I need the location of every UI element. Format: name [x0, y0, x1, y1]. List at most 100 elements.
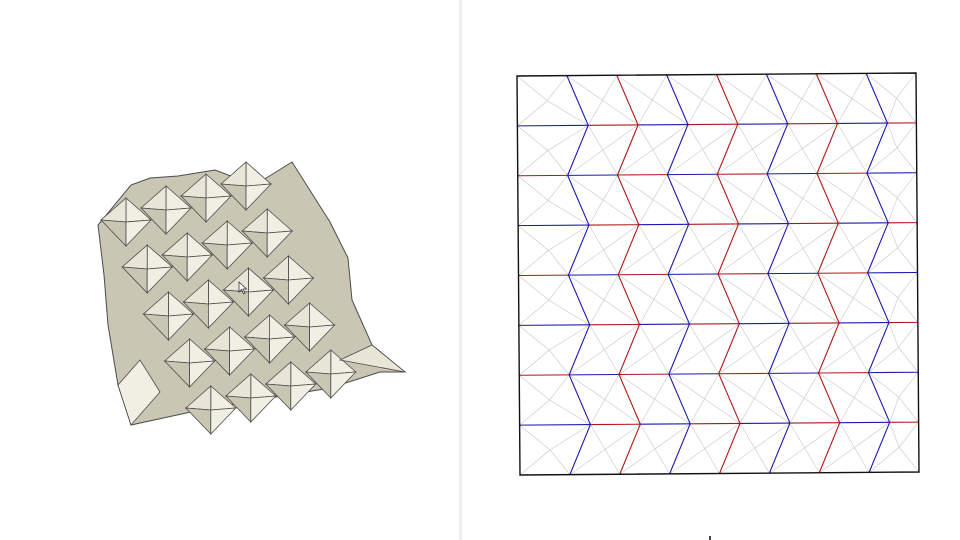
- guide-crease: [816, 147, 868, 174]
- guide-crease: [737, 123, 788, 150]
- guide-crease: [517, 200, 590, 226]
- folded-cell: [219, 161, 273, 211]
- zigzag-creases: [566, 73, 891, 475]
- guide-crease: [766, 73, 817, 100]
- zigzag-crease: [768, 373, 791, 424]
- zigzag-crease: [866, 122, 888, 174]
- guide-crease: [788, 198, 839, 224]
- cell-face-light: [205, 195, 233, 223]
- cell-face-light: [266, 230, 294, 258]
- guide-crease: [519, 399, 591, 426]
- guide-crease: [668, 348, 720, 375]
- zigzag-crease: [768, 422, 791, 474]
- zigzag-crease: [668, 323, 690, 375]
- guide-crease: [888, 322, 919, 349]
- guide-crease: [667, 248, 719, 275]
- guide-crease: [887, 222, 918, 249]
- guide-crease: [588, 199, 639, 226]
- guide-crease: [637, 124, 689, 151]
- zigzag-crease: [666, 174, 690, 225]
- zigzag-crease: [815, 73, 839, 124]
- zigzag-crease: [568, 374, 591, 425]
- guide-crease: [640, 423, 691, 450]
- guide-crease: [865, 72, 917, 99]
- zigzag-crease: [666, 74, 689, 125]
- folded-cell: [99, 197, 153, 247]
- guide-crease: [737, 98, 788, 125]
- guide-crease: [739, 323, 790, 349]
- guide-crease: [818, 372, 869, 399]
- guide-crease: [767, 247, 819, 274]
- guide-crease: [867, 272, 918, 299]
- zigzag-crease: [766, 123, 789, 175]
- guide-crease: [590, 423, 641, 450]
- guide-crease: [518, 299, 590, 326]
- cell-face-light: [207, 301, 235, 329]
- folded-cell: [304, 349, 357, 399]
- pane-divider[interactable]: [459, 0, 462, 540]
- guide-crease: [587, 124, 639, 151]
- guide-crease: [669, 448, 720, 475]
- guide-crease: [739, 397, 791, 424]
- zigzag-crease: [568, 324, 591, 376]
- guide-crease: [618, 274, 669, 300]
- zigzag-crease: [569, 424, 591, 475]
- zigzag-crease: [567, 125, 589, 176]
- folded-cell: [224, 373, 277, 423]
- folded-cell: [163, 338, 216, 388]
- guide-crease: [517, 150, 568, 176]
- zigzag-crease: [817, 223, 839, 274]
- zigzag-crease: [567, 175, 590, 226]
- zigzag-crease: [867, 272, 890, 323]
- zigzag-crease: [618, 324, 641, 375]
- zigzag-crease: [669, 423, 691, 475]
- guide-crease: [887, 122, 917, 149]
- cell-face-light: [269, 336, 296, 364]
- guide-crease: [667, 148, 718, 175]
- guide-crease: [839, 397, 890, 423]
- cell-face-light: [247, 289, 275, 317]
- guide-crease: [637, 99, 689, 126]
- zigzag-crease: [667, 274, 690, 325]
- guide-crease: [787, 98, 838, 124]
- zigzag-crease: [865, 73, 888, 124]
- guide-creases: [516, 72, 920, 476]
- cell-face-light: [250, 395, 277, 423]
- folded-cell: [179, 173, 233, 223]
- guide-crease: [889, 421, 919, 448]
- guide-crease: [517, 224, 590, 251]
- guide-crease: [868, 347, 919, 373]
- guide-crease: [517, 125, 589, 151]
- zigzag-crease: [816, 123, 839, 174]
- guide-crease: [887, 197, 918, 223]
- guide-crease: [589, 299, 640, 325]
- zigzag-crease: [817, 372, 841, 423]
- zigzag-crease: [816, 173, 839, 224]
- guide-crease: [519, 424, 591, 451]
- guide-crease: [788, 322, 840, 349]
- crease-pattern-view[interactable]: [462, 0, 960, 540]
- guide-crease: [568, 349, 620, 376]
- cell-face-light: [229, 348, 256, 376]
- guide-crease: [768, 372, 819, 399]
- guide-crease: [687, 123, 738, 150]
- guide-crease: [868, 372, 919, 398]
- folded-cell: [203, 326, 256, 376]
- guide-crease: [817, 247, 868, 274]
- cell-face-light: [165, 207, 193, 235]
- guide-crease: [587, 99, 639, 126]
- guide-crease: [789, 397, 840, 424]
- guide-crease: [787, 123, 838, 150]
- guide-crease: [768, 347, 819, 374]
- zigzag-crease: [867, 322, 890, 373]
- guide-crease: [589, 324, 640, 351]
- folded-cell: [142, 291, 195, 341]
- cell-face-light: [287, 277, 315, 305]
- zigzag-crease: [617, 224, 640, 275]
- zigzag-crease: [668, 373, 691, 425]
- guide-crease: [819, 447, 870, 473]
- guide-crease: [717, 173, 768, 200]
- folded-model-view[interactable]: [0, 0, 459, 540]
- folded-cell: [161, 232, 214, 282]
- zigzag-crease: [616, 124, 639, 176]
